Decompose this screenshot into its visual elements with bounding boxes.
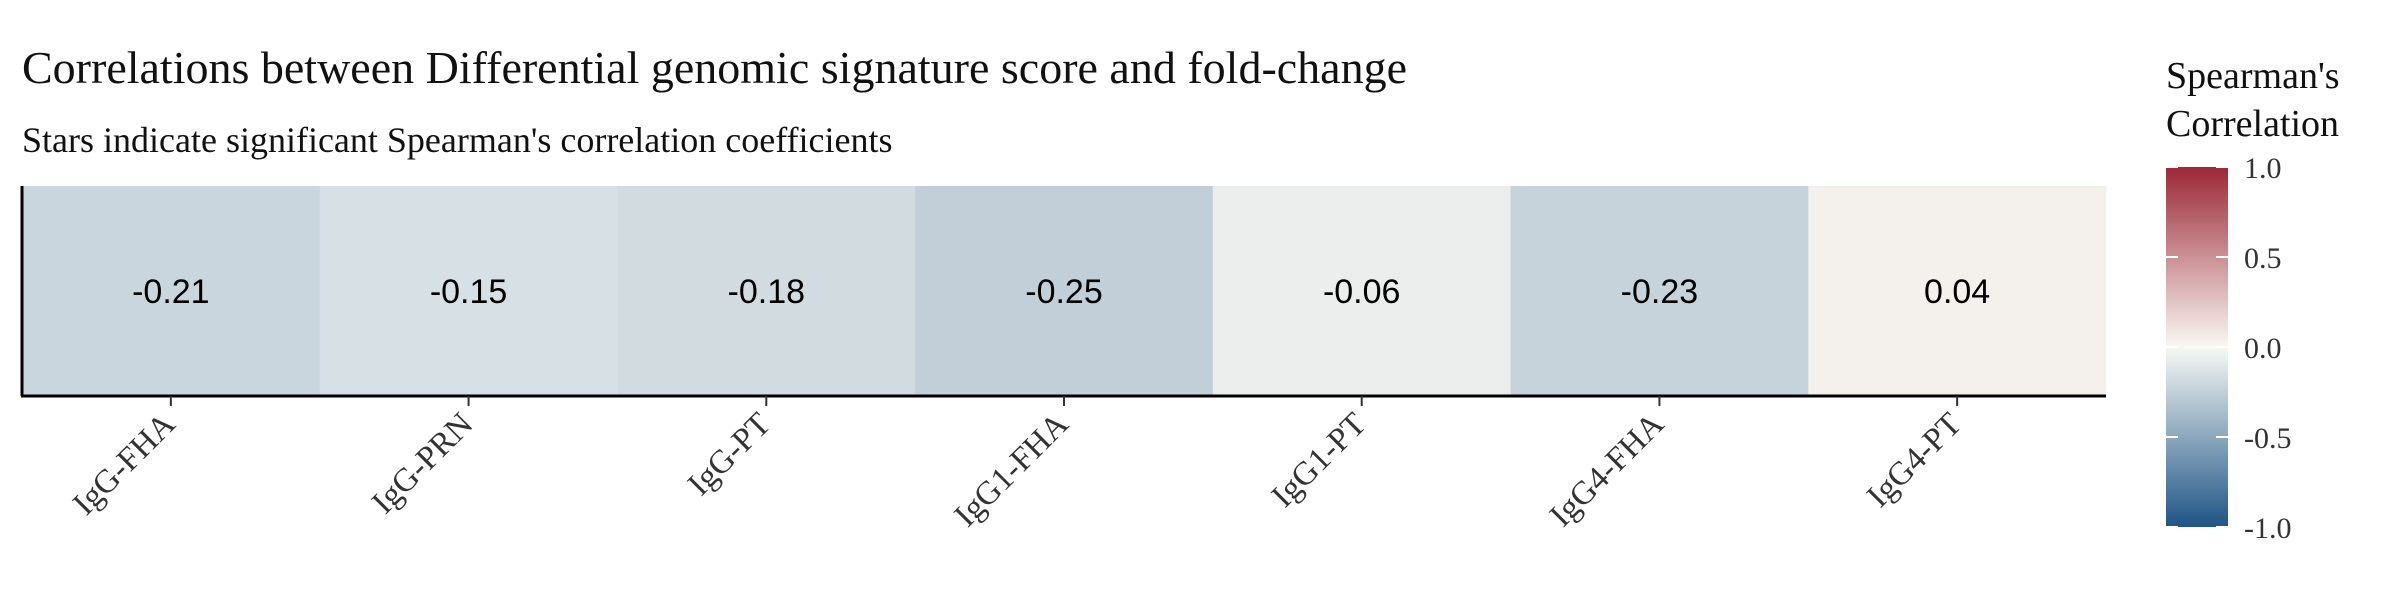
x-tick-label: IgG1-PT [1265, 406, 1373, 514]
legend-title-line1: Spearman's [2166, 55, 2340, 97]
heatmap-cell-igg4-fha [1510, 186, 1809, 396]
cell-value-label: -0.15 [430, 273, 508, 311]
x-tick-label: IgG-FHA [66, 406, 182, 522]
legend-ticks: 1.0 0.5 0.0 -0.5 -1.0 [2166, 152, 2292, 545]
x-tick-label: IgG-PRN [365, 406, 480, 521]
chart-title: Correlations between Differential genomi… [22, 42, 1407, 93]
x-tick-label: IgG-PT [681, 406, 778, 503]
heatmap-cell-igg-fha [22, 186, 321, 396]
cell-value-label: -0.23 [1621, 273, 1699, 311]
cell-value-label: -0.06 [1323, 273, 1401, 311]
legend-tick-label: -0.5 [2244, 422, 2292, 455]
x-axis-ticks [169, 396, 1959, 406]
heatmap-cell-igg4-pt [1808, 186, 2107, 396]
x-tick-label: IgG4-PT [1860, 406, 1968, 514]
x-axis-tick-labels: IgG-FHA IgG-PRN IgG-PT IgG1-FHA IgG1-PT IgG4-… [66, 406, 1968, 534]
legend-title-line2: Correlation [2166, 103, 2339, 145]
chart-subtitle: Stars indicate significant Spearman's co… [22, 120, 893, 160]
heatmap-cell-igg-pt [617, 186, 916, 396]
legend-tick-label: -1.0 [2244, 512, 2292, 545]
x-tick-label: IgG4-FHA [1543, 406, 1671, 534]
legend-tick-label: 0.5 [2244, 242, 2282, 275]
heatmap-cell-igg-prn [319, 186, 618, 396]
cell-value-label: -0.21 [132, 273, 210, 311]
heatmap-cell-igg1-fha [915, 186, 1214, 396]
x-tick-label: IgG1-FHA [948, 406, 1076, 534]
cell-value-label: -0.18 [728, 273, 806, 311]
heatmap-cell-igg1-pt [1212, 186, 1512, 396]
heatmap-cells [22, 186, 2107, 396]
legend-tick-label: 0.0 [2244, 332, 2282, 365]
heatmap-value-labels: -0.21 -0.15 -0.18 -0.25 -0.06 -0.23 0.04 [132, 273, 1990, 311]
legend: Spearman's Correlation 1.0 0.5 0.0 -0.5 -1.0 [2166, 55, 2340, 545]
cell-value-label: 0.04 [1924, 273, 1990, 311]
legend-tick-label: 1.0 [2244, 152, 2282, 185]
cell-value-label: -0.25 [1025, 273, 1103, 311]
